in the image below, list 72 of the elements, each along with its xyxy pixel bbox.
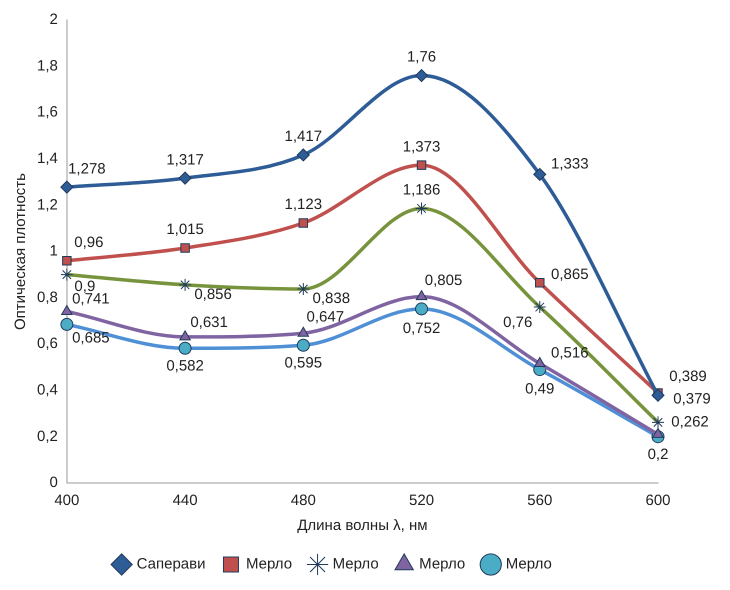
y-tick-label: 0,2 [36, 428, 58, 445]
y-tick-label: 1,2 [36, 196, 58, 214]
x-tick-label: 480 [290, 492, 316, 510]
data-label: 0,838 [312, 290, 350, 308]
point [298, 326, 310, 337]
data-label: 1,76 [406, 48, 436, 66]
data-label: 1,417 [284, 128, 322, 146]
data-label: 0,865 [550, 266, 589, 283]
data-label: 1,278 [68, 160, 106, 178]
data-label: 0,2 [648, 446, 668, 463]
data-label: 0,685 [72, 330, 110, 347]
x-tick-label: 600 [645, 492, 671, 510]
data-label: 0,516 [550, 344, 589, 362]
y-tick-label: 1,8 [36, 57, 58, 74]
point [62, 256, 72, 266]
legend-label: Саперави [136, 556, 206, 573]
data-label: 0,262 [671, 413, 709, 430]
data-label: 0,752 [402, 320, 440, 338]
x-tick-label: 560 [527, 492, 552, 510]
point [178, 342, 192, 355]
y-tick-label: 1,4 [36, 150, 58, 168]
data-label: 1,333 [550, 156, 589, 173]
y-tick-label: 0,4 [36, 382, 58, 399]
point [535, 278, 545, 288]
data-label: 0,96 [74, 234, 104, 251]
point [60, 318, 74, 331]
data-label: 1,015 [166, 221, 204, 238]
data-label: 0,595 [284, 354, 322, 372]
data-label: 0,856 [194, 286, 232, 303]
x-tick-label: 400 [54, 492, 80, 510]
x-tick-label: 440 [172, 492, 198, 510]
y-tick-label: 1,6 [36, 104, 58, 121]
x-tick-label: 520 [409, 492, 434, 510]
point [60, 180, 74, 194]
point [178, 172, 192, 185]
y-tick-label: 1 [50, 242, 58, 260]
y-tick-label: 0 [50, 474, 58, 492]
data-label: 0,76 [503, 314, 532, 332]
data-label: 0,805 [424, 272, 462, 289]
point [298, 218, 308, 228]
y-tick-label: 2 [50, 11, 58, 28]
point [61, 304, 73, 315]
data-label: 1,186 [402, 182, 440, 199]
y-axis-title: Оптическая плотность [12, 172, 30, 330]
data-label: 0,582 [166, 357, 204, 374]
point [533, 168, 546, 181]
data-label: 1,317 [166, 151, 204, 168]
legend-label: Мерло [246, 556, 292, 573]
data-label: 0,389 [669, 368, 707, 386]
legend-label: Мерло [332, 556, 379, 573]
data-label: 0,647 [306, 308, 344, 326]
data-label: 1,123 [284, 196, 322, 214]
point [534, 357, 546, 368]
point [652, 388, 664, 402]
point [415, 69, 428, 82]
y-tick-label: 0,6 [36, 335, 58, 352]
point [415, 302, 428, 316]
data-label: 0,631 [190, 314, 228, 332]
point [296, 148, 310, 162]
data-label: 0,379 [673, 390, 711, 408]
x-axis-title: Длина волны λ, нм [297, 517, 428, 534]
legend-label: Мерло [506, 556, 552, 573]
y-tick-label: 0,8 [36, 288, 58, 306]
point [416, 290, 428, 300]
point [296, 338, 310, 352]
point [179, 330, 191, 340]
data-label: 1,373 [402, 138, 440, 156]
legend-label: Мерло [419, 556, 466, 573]
point [180, 243, 190, 253]
point [652, 428, 664, 438]
point [416, 160, 426, 170]
data-label: 0,49 [525, 380, 554, 398]
